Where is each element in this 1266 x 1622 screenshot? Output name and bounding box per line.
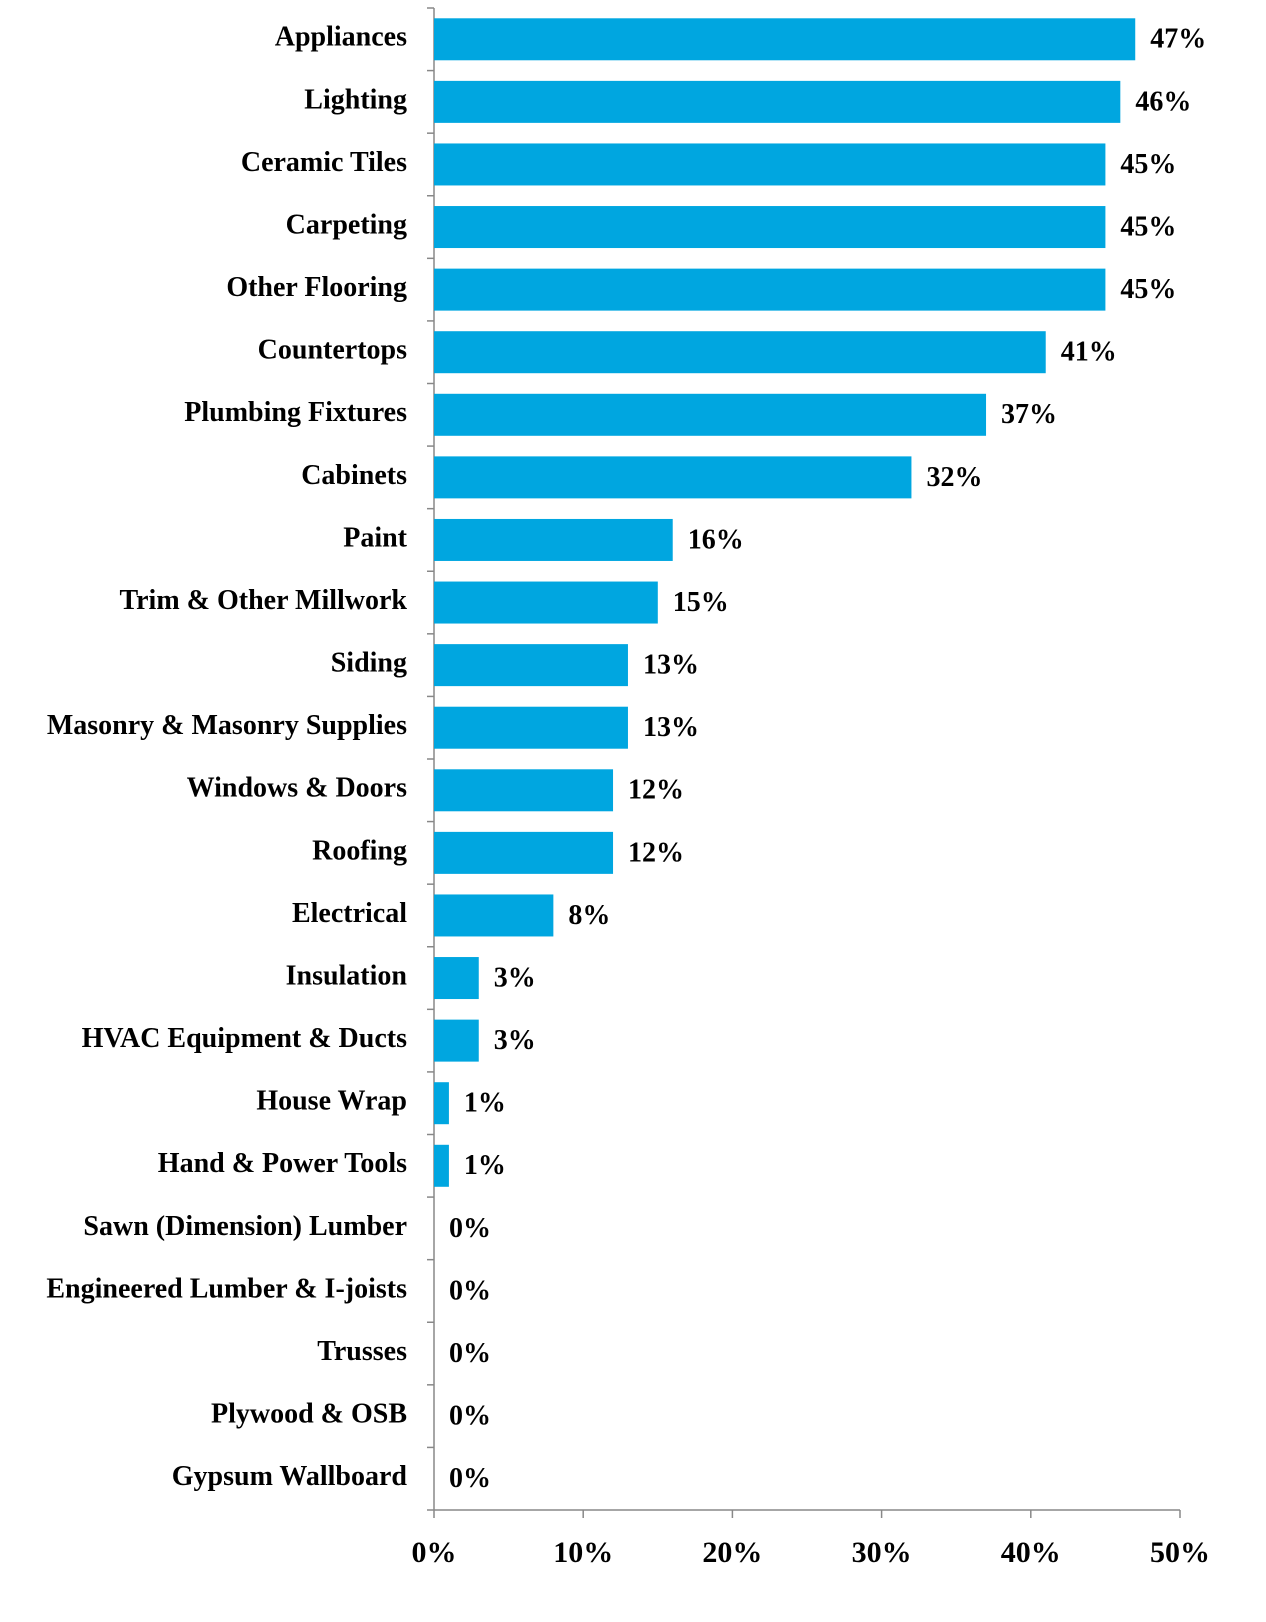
data-label: 12% [628, 837, 684, 868]
y-tick-label: Electrical [292, 898, 407, 929]
bar [434, 894, 554, 937]
bar [434, 18, 1136, 61]
bar [434, 1082, 449, 1125]
bar [434, 957, 479, 1000]
data-label: 0% [449, 1463, 491, 1494]
y-tick-label: Hand & Power Tools [158, 1148, 407, 1179]
data-label: 45% [1120, 274, 1176, 305]
y-tick-label: Countertops [258, 335, 407, 366]
x-tick-label: 50% [1150, 1536, 1210, 1569]
x-tick-label: 30% [852, 1536, 912, 1569]
y-tick-label: Engineered Lumber & I-joists [46, 1273, 407, 1304]
y-tick-label: Paint [343, 522, 407, 553]
data-label: 0% [449, 1338, 491, 1369]
data-label: 1% [464, 1150, 506, 1181]
bar [434, 331, 1046, 374]
bar [434, 393, 987, 436]
data-label: 0% [449, 1213, 491, 1244]
data-label: 3% [494, 962, 536, 993]
bar [434, 268, 1106, 311]
y-tick-label: Lighting [304, 84, 407, 115]
y-tick-label: Windows & Doors [187, 773, 408, 804]
y-tick-label: Trusses [317, 1336, 407, 1367]
bar [434, 581, 658, 624]
data-label: 16% [688, 524, 744, 555]
bar [434, 80, 1121, 123]
data-label: 41% [1061, 337, 1117, 368]
bar [434, 143, 1106, 186]
data-label: 3% [494, 1025, 536, 1056]
data-label: 45% [1120, 149, 1176, 180]
y-tick-label: Sawn (Dimension) Lumber [83, 1211, 407, 1242]
bar [434, 1144, 449, 1187]
data-label: 32% [926, 462, 982, 493]
bar [434, 831, 614, 874]
y-tick-label: House Wrap [256, 1086, 407, 1117]
bar [434, 1019, 479, 1062]
y-tick-label: Other Flooring [226, 272, 407, 303]
y-tick-label: Plumbing Fixtures [184, 397, 407, 428]
data-label: 46% [1135, 86, 1191, 117]
bar [434, 706, 628, 749]
data-label: 13% [643, 712, 699, 743]
x-tick-label: 10% [553, 1536, 613, 1569]
bar [434, 206, 1106, 249]
bar [434, 456, 912, 499]
y-tick-label: Cabinets [301, 460, 407, 491]
data-label: 13% [643, 650, 699, 681]
y-tick-label: Appliances [275, 22, 407, 53]
x-tick-label: 40% [1001, 1536, 1061, 1569]
y-tick-label: Siding [331, 648, 407, 679]
bar [434, 644, 628, 687]
bar [434, 518, 673, 561]
y-tick-label: Plywood & OSB [211, 1399, 407, 1430]
bar [434, 769, 614, 812]
x-tick-label: 20% [702, 1536, 762, 1569]
data-label: 0% [449, 1275, 491, 1306]
data-label: 0% [449, 1401, 491, 1432]
y-tick-label: Gypsum Wallboard [172, 1461, 408, 1492]
y-tick-label: Carpeting [286, 209, 407, 240]
data-label: 1% [464, 1088, 506, 1119]
data-label: 47% [1150, 24, 1206, 55]
data-label: 37% [1001, 399, 1057, 430]
x-tick-label: 0% [412, 1536, 457, 1569]
y-tick-label: Roofing [312, 835, 407, 866]
y-tick-label: Insulation [286, 960, 408, 991]
y-tick-label: HVAC Equipment & Ducts [82, 1023, 408, 1054]
y-tick-label: Masonry & Masonry Supplies [47, 710, 407, 741]
data-label: 15% [673, 587, 729, 618]
data-label: 12% [628, 775, 684, 806]
y-tick-label: Trim & Other Millwork [120, 585, 408, 616]
data-label: 8% [568, 900, 610, 931]
data-label: 45% [1120, 211, 1176, 242]
y-tick-label: Ceramic Tiles [241, 147, 407, 178]
